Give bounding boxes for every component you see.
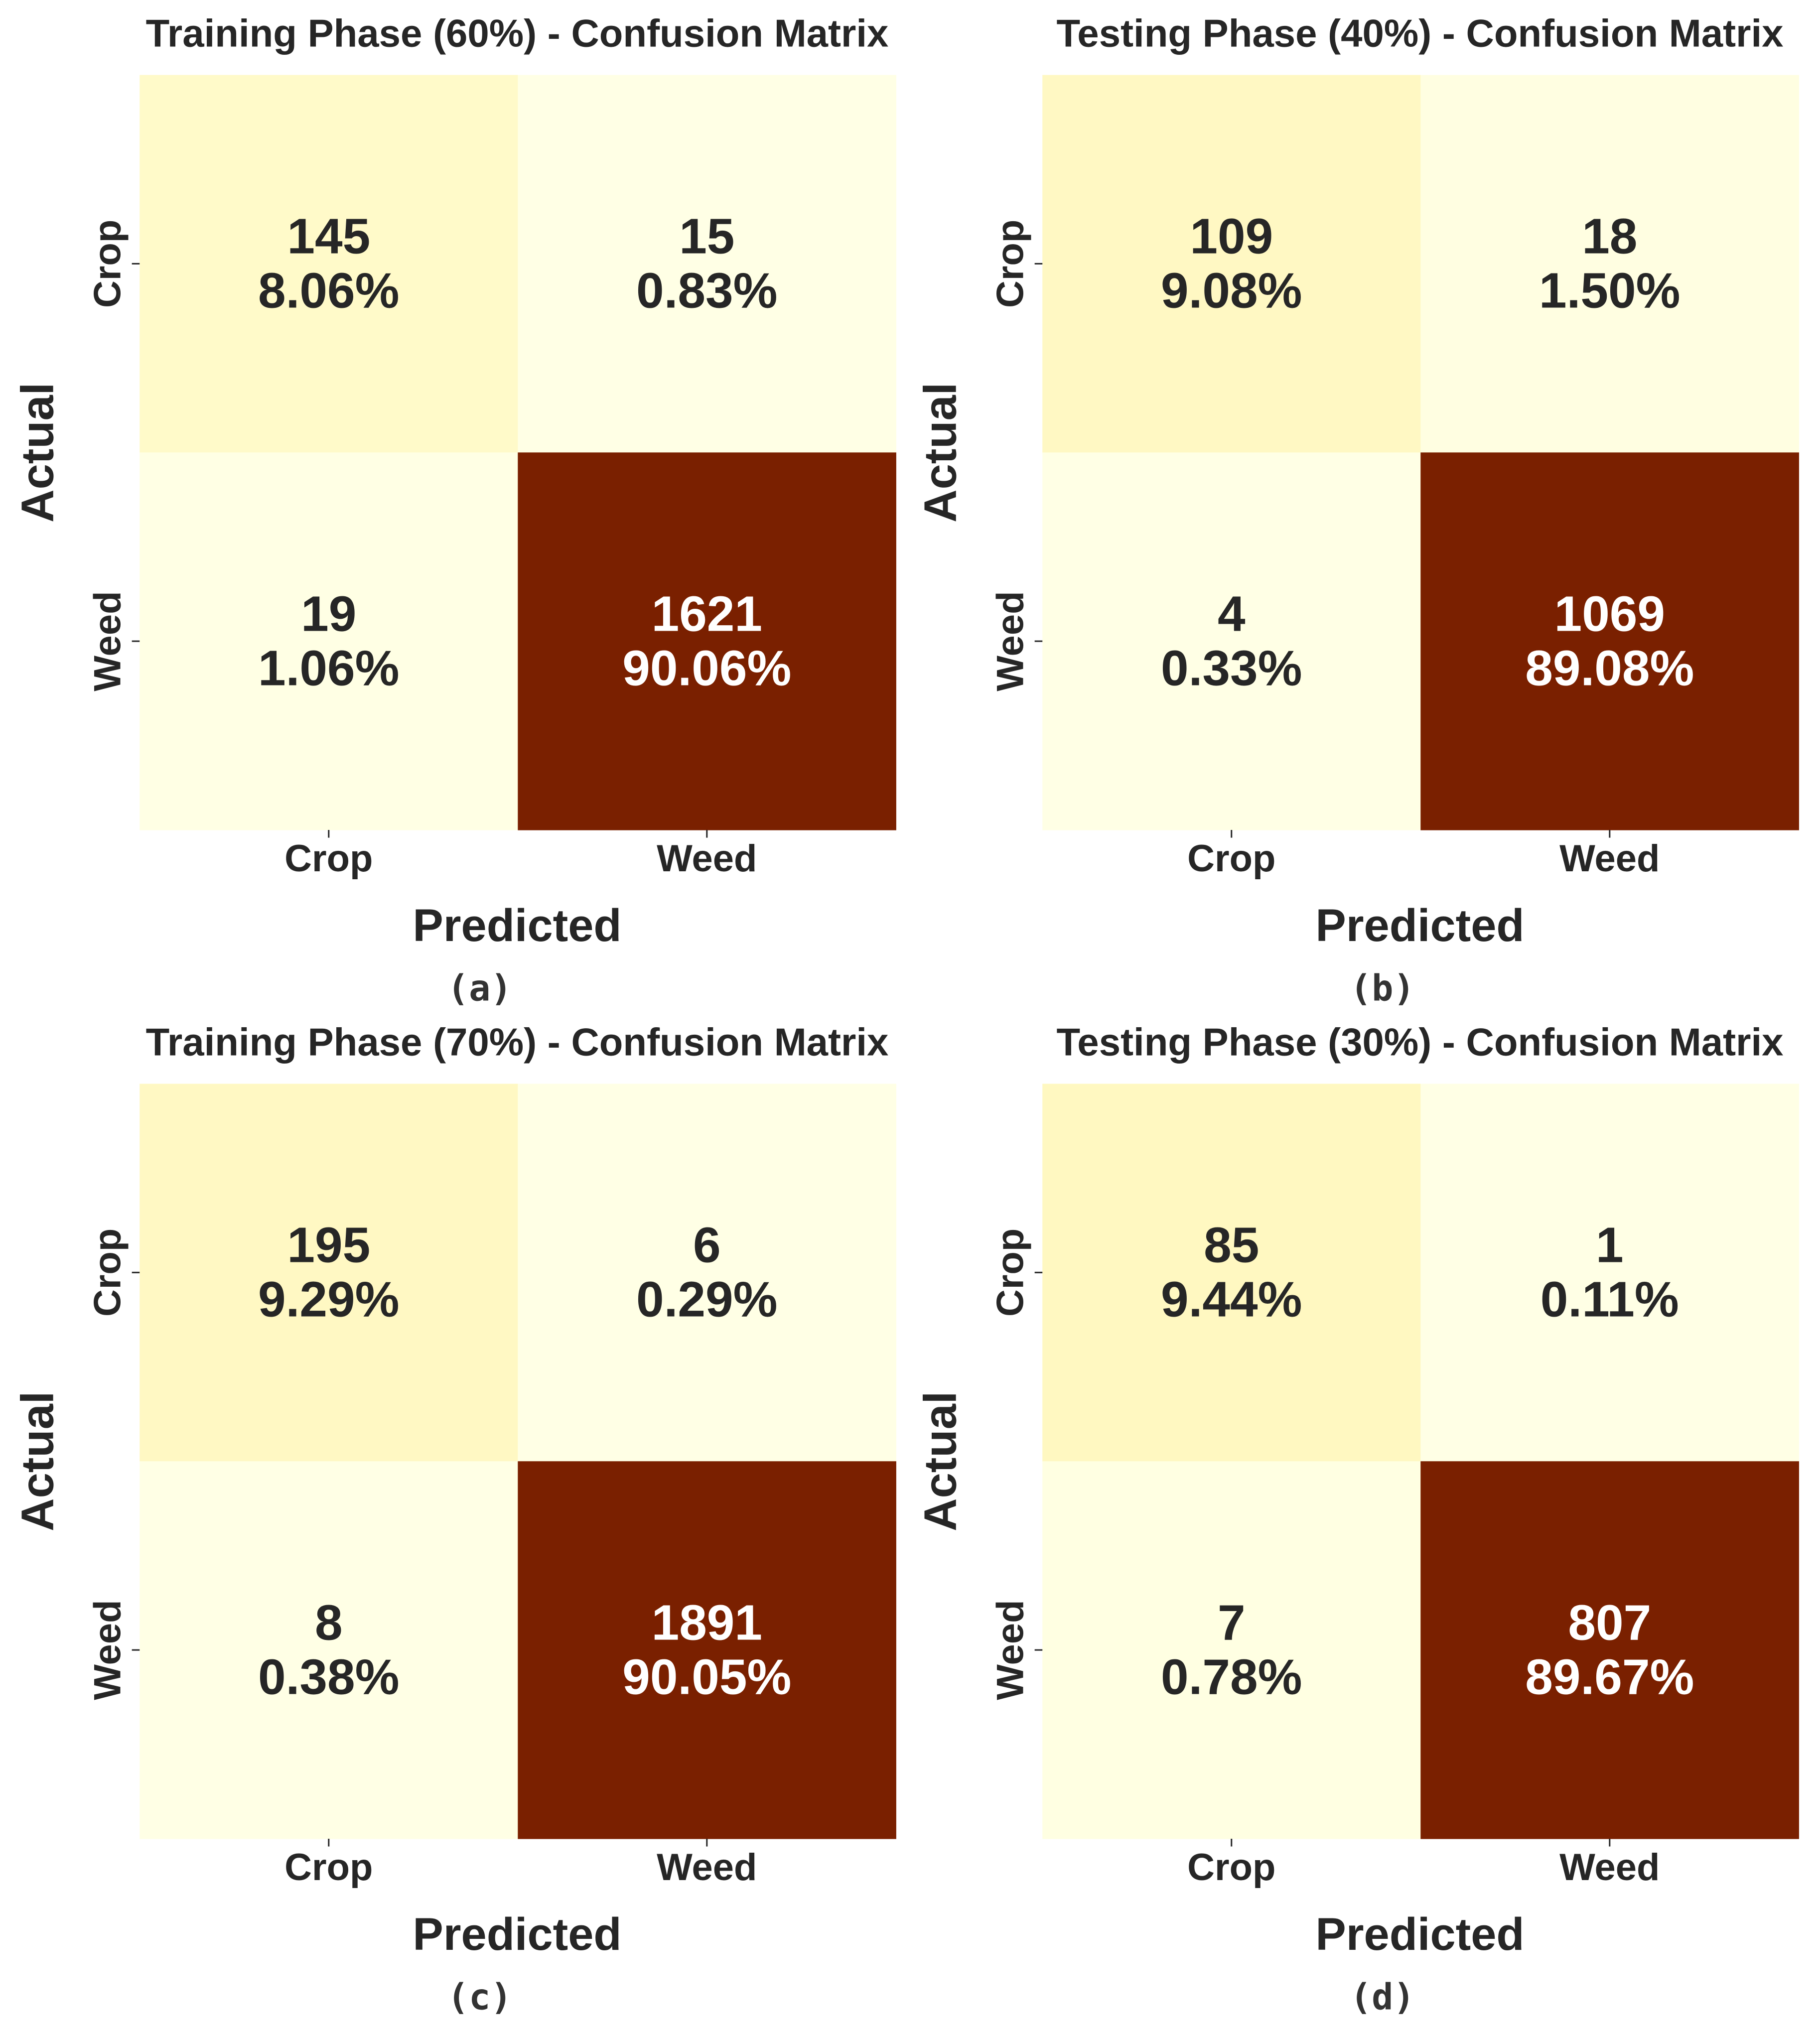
cell-b-crop-weed-count: 18 <box>1582 209 1637 265</box>
caption-c: (c) <box>447 1976 512 2018</box>
cell-a-weed-crop-count: 19 <box>301 586 356 642</box>
y-tick-a-weed: Weed <box>86 591 129 691</box>
cell-a-crop-crop-count: 145 <box>287 209 370 265</box>
cell-c-crop-crop-count: 195 <box>287 1218 370 1273</box>
cell-d-weed-weed <box>1420 1461 1799 1839</box>
caption-b: (b) <box>1350 967 1415 1009</box>
cell-b-weed-weed-count: 1069 <box>1554 586 1665 642</box>
x-axis-label-b: Predicted <box>1315 900 1524 951</box>
cell-c-crop-crop-percent: 9.29% <box>258 1272 400 1328</box>
x-tick-c-weed: Weed <box>657 1846 757 1889</box>
y-tick-c-weed: Weed <box>86 1600 129 1700</box>
cell-b-weed-crop <box>1042 452 1421 830</box>
heatmap-cells-c <box>140 1084 896 1839</box>
y-axis-label-c: Actual <box>12 1391 63 1531</box>
panel-a: Training Phase (60%) - Confusion Matrix 1… <box>0 0 910 1016</box>
x-tick-b-crop: Crop <box>1187 837 1275 880</box>
x-axis-label-d: Predicted <box>1315 1909 1524 1960</box>
cell-a-weed-weed <box>518 452 896 830</box>
cell-d-crop-crop-count: 85 <box>1204 1218 1259 1273</box>
y-tick-d-crop: Crop <box>989 1228 1031 1317</box>
panel-c: Training Phase (70%) - Confusion Matrix 1… <box>0 1009 910 2025</box>
cell-a-weed-crop-percent: 1.06% <box>258 640 400 696</box>
cell-a-weed-weed-percent: 90.06% <box>622 640 791 696</box>
heatmap-cells-b <box>1042 75 1799 830</box>
cell-b-crop-weed-percent: 1.50% <box>1539 263 1680 319</box>
cell-c-weed-weed-count: 1891 <box>652 1595 762 1650</box>
chart-title-c: Training Phase (70%) - Confusion Matrix <box>146 1020 889 1064</box>
cell-b-crop-crop-percent: 9.08% <box>1161 263 1302 319</box>
cell-d-crop-weed-percent: 0.11% <box>1540 1272 1679 1328</box>
heatmap-cells-d <box>1042 1084 1799 1839</box>
cell-b-weed-crop-count: 4 <box>1218 586 1246 642</box>
cell-c-weed-weed-percent: 90.05% <box>622 1649 791 1705</box>
cell-d-crop-weed-count: 1 <box>1596 1218 1624 1273</box>
cell-c-crop-weed-count: 6 <box>693 1218 721 1273</box>
cell-b-weed-weed <box>1420 452 1799 830</box>
cell-d-weed-crop-count: 7 <box>1218 1595 1246 1650</box>
x-tick-b-weed: Weed <box>1559 837 1660 880</box>
confusion-matrix-d: Testing Phase (30%) - Confusion Matrix 85… <box>915 1020 1799 2018</box>
heatmap-cells-a <box>140 75 896 830</box>
cell-c-crop-weed-percent: 0.29% <box>636 1272 778 1328</box>
cell-d-weed-crop-percent: 0.78% <box>1161 1649 1302 1705</box>
confusion-matrix-b: Testing Phase (40%) - Confusion Matrix 10… <box>915 11 1799 1009</box>
caption-d: (d) <box>1350 1976 1415 2018</box>
cell-b-crop-weed <box>1420 75 1799 453</box>
cell-d-crop-weed <box>1420 1084 1799 1462</box>
confusion-matrix-a: Training Phase (60%) - Confusion Matrix 1… <box>12 11 896 1009</box>
cell-c-crop-weed <box>518 1084 896 1462</box>
panel-b: Testing Phase (40%) - Confusion Matrix 10… <box>903 0 1813 1016</box>
cell-a-crop-weed <box>518 75 896 453</box>
cell-c-weed-crop-percent: 0.38% <box>258 1649 400 1705</box>
x-tick-a-crop: Crop <box>284 837 373 880</box>
cell-c-weed-weed <box>518 1461 896 1839</box>
y-tick-b-crop: Crop <box>989 220 1031 308</box>
x-axis-label-c: Predicted <box>413 1909 621 1960</box>
chart-title-a: Training Phase (60%) - Confusion Matrix <box>146 11 889 55</box>
cell-b-weed-weed-percent: 89.08% <box>1525 640 1694 696</box>
y-tick-c-crop: Crop <box>86 1228 129 1317</box>
cell-b-crop-crop <box>1042 75 1421 453</box>
x-axis-label-a: Predicted <box>413 900 621 951</box>
cell-c-crop-crop <box>140 1084 518 1462</box>
chart-title-d: Testing Phase (30%) - Confusion Matrix <box>1056 1020 1783 1064</box>
cell-d-crop-crop-percent: 9.44% <box>1161 1272 1302 1328</box>
y-tick-b-weed: Weed <box>989 591 1031 691</box>
cell-a-crop-weed-percent: 0.83% <box>636 263 778 319</box>
x-tick-d-weed: Weed <box>1559 1846 1660 1889</box>
y-tick-d-weed: Weed <box>989 1600 1031 1700</box>
cell-c-weed-crop <box>140 1461 518 1839</box>
y-axis-label-d: Actual <box>915 1391 966 1531</box>
cell-d-crop-crop <box>1042 1084 1421 1462</box>
cell-d-weed-weed-count: 807 <box>1568 1595 1651 1650</box>
cell-b-weed-crop-percent: 0.33% <box>1161 640 1302 696</box>
caption-a: (a) <box>447 967 512 1009</box>
y-tick-a-crop: Crop <box>86 220 129 308</box>
cell-b-crop-crop-count: 109 <box>1190 209 1273 265</box>
panel-d: Testing Phase (30%) - Confusion Matrix 85… <box>903 1009 1813 2025</box>
y-axis-label-b: Actual <box>915 383 966 523</box>
cell-d-weed-crop <box>1042 1461 1421 1839</box>
x-tick-c-crop: Crop <box>284 1846 373 1889</box>
cell-a-weed-weed-count: 1621 <box>652 586 762 642</box>
cell-d-weed-weed-percent: 89.67% <box>1525 1649 1694 1705</box>
chart-title-b: Testing Phase (40%) - Confusion Matrix <box>1056 11 1783 55</box>
x-tick-d-crop: Crop <box>1187 1846 1275 1889</box>
x-tick-a-weed: Weed <box>657 837 757 880</box>
cell-a-weed-crop <box>140 452 518 830</box>
cell-a-crop-crop <box>140 75 518 453</box>
cell-c-weed-crop-count: 8 <box>315 1595 343 1650</box>
cell-a-crop-crop-percent: 8.06% <box>258 263 400 319</box>
y-axis-label-a: Actual <box>12 383 63 523</box>
confusion-matrix-c: Training Phase (70%) - Confusion Matrix 1… <box>12 1020 896 2018</box>
cell-a-crop-weed-count: 15 <box>679 209 734 265</box>
